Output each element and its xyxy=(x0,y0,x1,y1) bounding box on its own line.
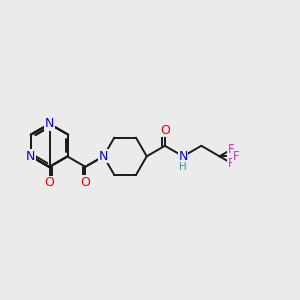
Text: N: N xyxy=(45,117,54,130)
Text: F: F xyxy=(228,143,235,156)
Text: F: F xyxy=(228,157,235,169)
Text: O: O xyxy=(160,124,170,137)
Text: O: O xyxy=(45,176,54,189)
Text: N: N xyxy=(26,150,35,163)
Text: F: F xyxy=(233,150,239,163)
Text: N: N xyxy=(99,150,108,163)
Text: N: N xyxy=(178,150,188,163)
Text: O: O xyxy=(80,176,90,189)
Text: H: H xyxy=(179,162,187,172)
